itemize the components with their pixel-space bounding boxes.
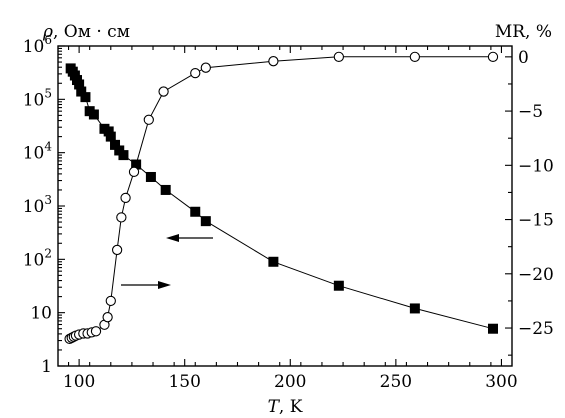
- y-right-tick-label: −5: [518, 102, 543, 122]
- data-point-circle: [111, 244, 123, 256]
- x-tick-label: 150: [168, 372, 200, 392]
- data-point-square: [200, 216, 211, 227]
- y-left-axis-label-unit: , Ом · см: [53, 22, 130, 42]
- y-left-tick-label: 105: [23, 86, 52, 110]
- arrow-right-head: [158, 281, 171, 289]
- data-point-circle: [116, 212, 127, 223]
- data-point-square: [80, 92, 91, 103]
- series-layer: [64, 51, 499, 345]
- series-line-2: [69, 56, 493, 340]
- x-axis-label: T, K: [268, 397, 303, 417]
- y-left-axis-label-var: ρ: [42, 22, 53, 42]
- x-tick-label: 100: [63, 372, 95, 392]
- y-right-tick-label: −20: [518, 265, 554, 285]
- data-point-square: [105, 131, 116, 142]
- y-right-tick-label: −25: [518, 319, 554, 339]
- data-point-circle: [409, 51, 421, 62]
- annotation-layer: [121, 234, 213, 289]
- data-point-circle: [333, 51, 344, 62]
- y-left-tick-label: 1: [41, 357, 52, 377]
- data-point-square: [88, 109, 99, 120]
- ticks-layer: 100 150 200 250 300 1 10 102 103 104 105 106 0 −5 −10 −…: [23, 33, 554, 392]
- series-line-1: [70, 68, 494, 330]
- x-axis-label-unit: , K: [279, 397, 303, 417]
- data-point-square: [118, 150, 129, 161]
- y-left-tick-label: 10: [30, 304, 52, 324]
- x-tick-label: 300: [485, 372, 517, 392]
- data-point-square: [333, 280, 344, 291]
- y-right-tick-label: −10: [518, 156, 554, 176]
- data-point-square: [190, 206, 201, 217]
- data-point-square: [409, 303, 420, 314]
- data-point-circle: [158, 86, 169, 97]
- data-point-circle: [102, 312, 113, 323]
- data-point-circle: [487, 51, 499, 62]
- y-left-axis-label: ρ, Ом · см: [42, 22, 130, 42]
- data-point-square: [160, 184, 171, 195]
- data-point-square: [74, 79, 85, 90]
- y-left-tick-label: 102: [23, 246, 52, 270]
- y-right-axis-label: MR, %: [495, 22, 552, 42]
- data-point-circle: [90, 326, 102, 337]
- y-right-tick-label: 0: [518, 48, 529, 68]
- x-axis-label-var: T: [268, 397, 281, 417]
- data-point-circle: [143, 114, 154, 125]
- data-point-square: [103, 126, 114, 137]
- x-tick-label: 200: [274, 372, 306, 392]
- data-point-square: [76, 86, 87, 97]
- data-point-circle: [105, 295, 116, 307]
- data-point-square: [268, 256, 279, 267]
- data-point-circle: [120, 192, 131, 204]
- data-point-circle: [268, 56, 279, 67]
- y-left-tick-label: 103: [23, 193, 52, 217]
- data-point-circle: [128, 166, 140, 177]
- x-tick-label: 250: [380, 372, 412, 392]
- data-point-square: [145, 171, 156, 182]
- arrow-left-head: [166, 234, 179, 242]
- data-point-square: [487, 323, 498, 334]
- y-left-tick-label: 106: [23, 33, 52, 57]
- plot-frame: [57, 45, 513, 367]
- data-point-square: [110, 139, 121, 150]
- y-right-tick-label: −15: [518, 211, 554, 231]
- data-point-circle: [200, 62, 211, 73]
- data-point-circle: [190, 67, 201, 79]
- y-left-tick-label: 104: [23, 140, 53, 164]
